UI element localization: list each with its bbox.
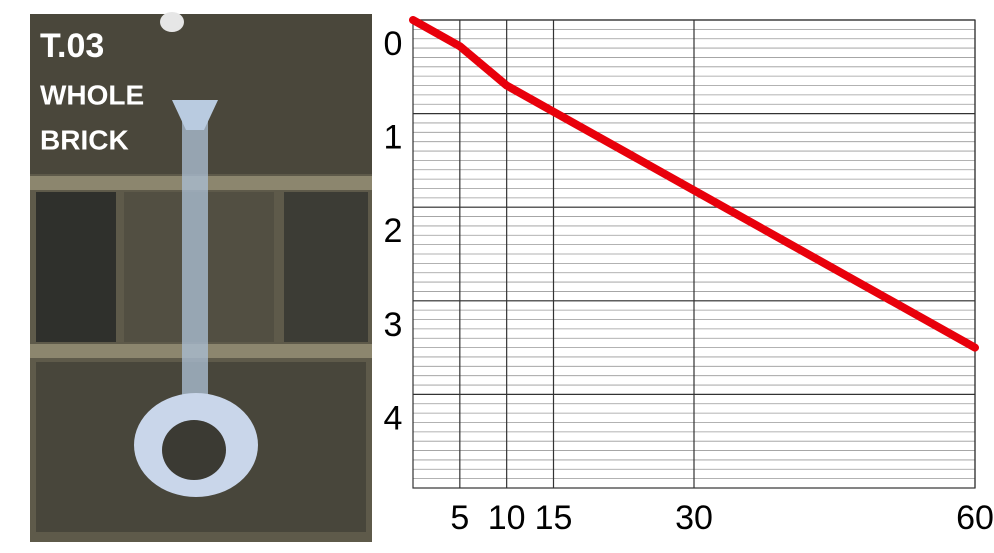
y-tick-label: 3	[384, 306, 403, 344]
page: T.03 WHOLE BRICK 01234510153060 (() => {…	[0, 0, 994, 553]
brick	[284, 192, 368, 342]
figure: T.03 WHOLE BRICK 0 1 2 3 4 5 1015 30 60	[0, 0, 994, 548]
x-tick-label: 60	[956, 499, 994, 537]
photo-label: WHOLE	[40, 79, 144, 110]
x-tick-label: 10	[488, 499, 526, 537]
y-tick-label: 1	[384, 119, 403, 157]
tube-cap	[160, 12, 184, 32]
tube-ring	[162, 420, 226, 480]
y-tick-label: 0	[384, 25, 403, 63]
y-tick-label: 2	[384, 212, 403, 250]
photo-label: T.03	[40, 27, 104, 65]
x-tick-label: 5	[450, 499, 469, 537]
photo-label: BRICK	[40, 124, 129, 155]
x-tick-label: 30	[675, 499, 713, 537]
x-tick-label: 15	[535, 499, 573, 537]
tube	[182, 100, 208, 400]
y-tick-label: 4	[384, 399, 403, 437]
photo: T.03 WHOLE BRICK	[30, 12, 372, 542]
brick	[36, 192, 116, 342]
